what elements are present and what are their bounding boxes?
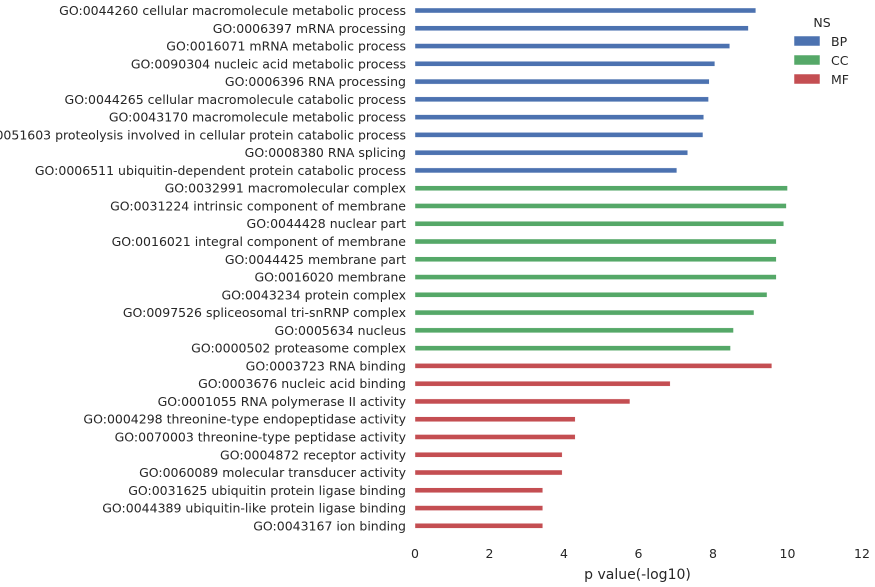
x-tick-label: 10 <box>780 546 796 561</box>
category-label: GO:0004298 threonine-type endopeptidase … <box>83 412 406 427</box>
category-label: GO:0044425 membrane part <box>225 252 406 267</box>
bar-cc-5 <box>414 256 777 262</box>
bar-cc-4 <box>414 238 777 245</box>
x-tick-label: 2 <box>486 546 494 561</box>
category-label: GO:0000502 proteasome complex <box>191 341 406 356</box>
category-label: GO:0006397 mRNA processing <box>213 21 406 36</box>
bar-mf-1 <box>414 363 773 369</box>
category-label: GO:0031224 intrinsic component of membra… <box>110 198 406 213</box>
legend-title: NS <box>813 15 830 30</box>
x-axis-ticks: 0 2 4 6 8 10 12 <box>411 546 870 561</box>
legend: NS BP CC MF <box>793 15 849 87</box>
bar-cc-6 <box>414 274 777 280</box>
category-labels: GO:0044260 cellular macromolecule metabo… <box>0 3 407 533</box>
x-tick-label: 12 <box>854 546 870 561</box>
bar-mf-10 <box>414 523 543 529</box>
bar-mf-3 <box>414 398 631 405</box>
category-label: GO:0016020 membrane <box>254 270 406 285</box>
category-label: GO:0044265 cellular macromolecule catabo… <box>65 92 406 107</box>
x-tick-label: 0 <box>411 546 419 561</box>
bar-mf-4 <box>414 416 576 422</box>
category-label: GO:0001055 RNA polymerase II activity <box>158 394 407 409</box>
bar-cc-1 <box>414 185 788 191</box>
category-label: GO:0051603 proteolysis involved in cellu… <box>0 127 406 142</box>
legend-swatch-cc <box>793 54 821 66</box>
category-label: GO:0097526 spliceosomal tri-snRNP comple… <box>123 305 406 320</box>
category-label: GO:0004872 receptor activity <box>220 447 407 462</box>
bar-mf-7 <box>414 469 563 476</box>
category-label: GO:0044260 cellular macromolecule metabo… <box>59 3 406 18</box>
bar-bp-4 <box>414 61 716 67</box>
category-label: GO:0070003 threonine-type peptidase acti… <box>115 429 407 444</box>
category-label: GO:0043234 protein complex <box>221 287 406 302</box>
x-tick-label: 4 <box>560 546 568 561</box>
bar-cc-8 <box>414 309 755 316</box>
category-label: GO:0044389 ubiquitin-like protein ligase… <box>102 501 406 516</box>
bar-bp-3 <box>414 43 730 49</box>
bar-bp-9 <box>414 149 688 156</box>
bar-bp-5 <box>414 78 710 85</box>
category-label: GO:0090304 nucleic acid metabolic proces… <box>131 56 406 71</box>
bar-bp-6 <box>414 96 709 103</box>
bar-bp-8 <box>414 132 704 138</box>
x-axis-title: p value(-log10) <box>584 567 691 583</box>
category-label: GO:0016071 mRNA metabolic process <box>166 39 406 54</box>
category-label: GO:0044428 nuclear part <box>247 216 407 231</box>
legend-label-bp: BP <box>831 34 848 49</box>
category-label: GO:0005634 nucleus <box>275 323 406 338</box>
category-label: GO:0060089 molecular transducer activity <box>139 465 407 480</box>
bar-mf-8 <box>414 487 543 493</box>
bar-cc-9 <box>414 327 734 334</box>
category-label: GO:0043167 ion binding <box>253 518 406 533</box>
category-label: GO:0008380 RNA splicing <box>245 145 406 160</box>
bar-mf-2 <box>414 380 671 387</box>
legend-swatch-bp <box>793 35 821 47</box>
x-tick-label: 8 <box>709 546 717 561</box>
bar-cc-10 <box>414 345 731 351</box>
bar-bp-1 <box>414 7 757 14</box>
category-label: GO:0006511 ubiquitin-dependent protein c… <box>35 163 406 178</box>
category-label: GO:0031625 ubiquitin protein ligase bind… <box>128 483 406 498</box>
bar-cc-2 <box>414 203 787 209</box>
category-label: GO:0003723 RNA binding <box>246 358 406 373</box>
legend-swatch-mf <box>793 73 821 85</box>
bar-cc-3 <box>414 221 784 227</box>
bar-mf-6 <box>414 452 563 458</box>
bar-mf-5 <box>414 434 576 440</box>
bar-cc-7 <box>414 292 768 298</box>
category-label: GO:0032991 macromolecular complex <box>165 181 406 196</box>
bar-mf-9 <box>414 505 543 511</box>
category-label: GO:0016021 integral component of membran… <box>112 234 407 249</box>
bar-bp-10 <box>414 167 678 174</box>
legend-label-mf: MF <box>831 72 849 87</box>
x-tick-label: 6 <box>635 546 643 561</box>
legend-label-cc: CC <box>831 53 849 68</box>
bar-bp-7 <box>414 114 704 120</box>
bars-group <box>414 7 788 529</box>
category-label: GO:0043170 macromolecule metabolic proce… <box>109 110 406 125</box>
category-label: GO:0003676 nucleic acid binding <box>198 376 406 391</box>
category-label: GO:0006396 RNA processing <box>225 74 406 89</box>
bar-bp-2 <box>414 25 749 31</box>
